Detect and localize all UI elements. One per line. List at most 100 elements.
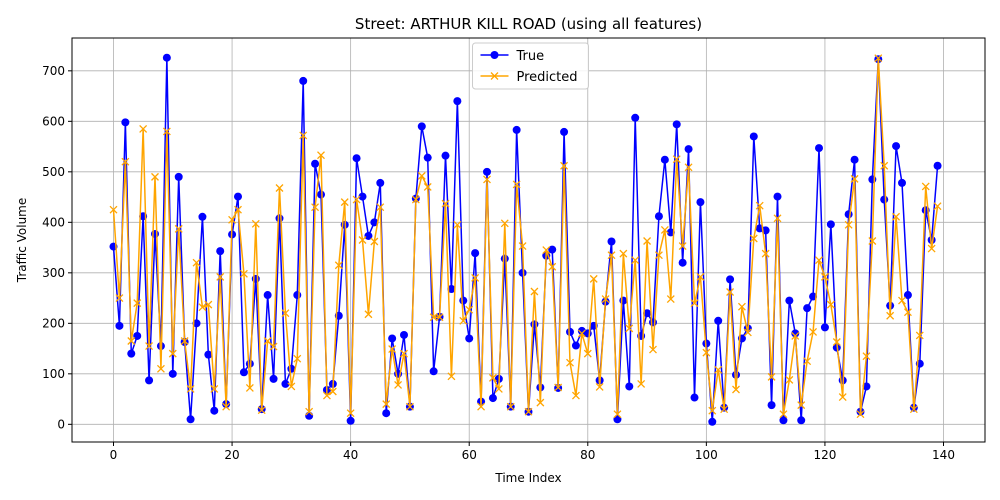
data-point [767,372,776,381]
data-point [826,300,835,309]
data-point [566,358,574,367]
data-point [388,345,397,354]
data-point [797,416,806,425]
data-point [773,192,782,201]
data-point [400,330,408,339]
data-point [192,258,201,267]
data-point [394,380,403,389]
data-point [500,219,509,228]
data-point [275,184,284,192]
legend-label-predicted: Predicted [517,70,578,85]
data-point [162,53,171,62]
data-point [127,349,136,358]
data-point [198,303,207,312]
data-point [844,220,853,229]
data-point [803,304,812,313]
data-point [743,328,752,337]
data-point [678,258,687,267]
data-point [133,299,142,308]
data-point [317,190,325,199]
y-tick-label: 700 [42,64,65,78]
data-point [305,407,314,416]
data-point [797,401,806,410]
series-line-predicted [112,57,939,415]
data-point [779,410,788,419]
data-point [346,416,355,425]
data-point [826,220,835,229]
data-point [832,338,841,346]
data-point [364,231,373,240]
x-tick-label: 140 [932,448,955,462]
data-point [566,327,574,336]
data-point [714,316,723,325]
legend-marker-true [490,51,499,59]
data-point [880,161,889,170]
data-point [654,212,663,221]
data-point [234,205,242,214]
data-point [441,151,450,160]
data-point [571,391,580,400]
data-point [198,212,207,221]
x-tick-label: 100 [695,448,718,462]
data-point [903,291,912,300]
y-tick-label: 100 [42,367,65,381]
data-point [868,237,877,245]
data-point [726,288,735,296]
data-point [678,242,687,251]
data-point [690,393,699,402]
data-point [856,410,865,419]
data-point [862,382,871,391]
data-point [601,295,610,304]
data-point [844,210,853,219]
data-point [257,406,266,415]
data-point [299,131,308,140]
data-point [234,192,242,201]
data-point [156,364,165,373]
data-point [494,385,503,393]
data-point [311,159,320,168]
data-point [115,294,124,303]
data-point [536,398,545,407]
data-point [921,182,930,191]
plot-frame [71,37,986,443]
data-point [471,273,480,282]
data-point [429,313,438,322]
x-tick-label: 120 [813,448,836,462]
data-point [874,54,883,63]
data-point [903,308,912,317]
data-point [809,292,818,301]
data-point [435,313,444,322]
data-point [530,320,539,329]
legend-label-true: True [516,49,545,64]
legend-marker-predicted [490,72,499,80]
data-point [666,295,675,304]
data-point [115,321,124,330]
data-point [892,142,901,151]
data-point [352,195,361,204]
data-point [186,415,195,424]
data-point [299,76,308,85]
data-point [121,118,130,127]
data-point [672,155,681,164]
data-point [654,251,663,260]
data-point [649,345,657,354]
data-point [334,261,343,270]
data-point [222,402,231,411]
data-point [162,127,171,136]
data-point [702,348,711,357]
data-point [684,163,693,172]
data-point [423,153,432,162]
data-point [803,357,812,366]
data-point [560,127,569,136]
data-point [500,254,509,263]
data-point [471,249,480,258]
data-point [530,287,539,296]
data-point [382,409,391,418]
data-point [168,369,177,378]
data-point [779,416,788,425]
data-point [696,198,705,207]
data-point [174,224,183,233]
data-point [927,244,936,253]
data-point [749,132,758,141]
